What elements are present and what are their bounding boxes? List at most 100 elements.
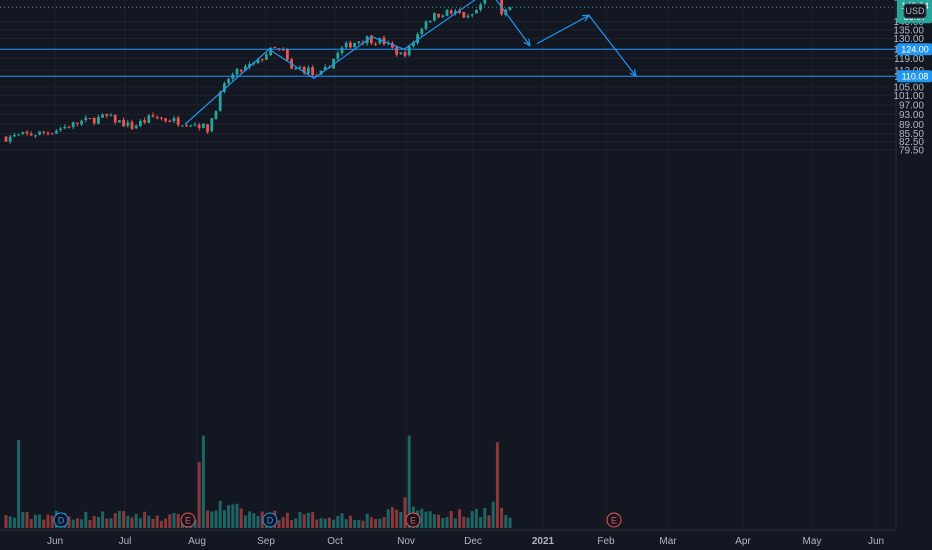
event-marker-label: E [611, 516, 617, 526]
candle-body [323, 66, 327, 71]
volume-bar [462, 516, 466, 528]
candle-body [109, 114, 113, 116]
volume-bar [466, 517, 470, 528]
candle-body [181, 125, 184, 127]
volume-bar [432, 514, 436, 528]
candle-body [17, 134, 20, 136]
volume-bar [126, 515, 130, 528]
candle-body [189, 125, 193, 127]
candle-body [399, 52, 403, 55]
level-tag[interactable] [897, 70, 932, 83]
candle-body [113, 114, 117, 123]
volume-bar [424, 511, 428, 528]
candle-body [412, 42, 415, 47]
candle-body [227, 79, 230, 84]
volume-bar [445, 517, 449, 528]
volume-bar [428, 511, 432, 528]
time-axis-bg [0, 530, 932, 550]
volume-bar [311, 511, 315, 528]
x-tick-label: 2021 [532, 536, 555, 547]
volume-bar [130, 517, 134, 528]
volume-bar [495, 442, 499, 528]
candle-body [97, 117, 100, 124]
volume-bar [378, 518, 382, 528]
candle-body [357, 41, 361, 44]
candle-body [105, 113, 109, 116]
candle-body [294, 68, 298, 70]
candle-body [349, 42, 352, 48]
volume-bar [403, 497, 407, 528]
y-tick-label: 85.50 [899, 129, 924, 140]
candle-body [445, 9, 449, 16]
dividend-marker[interactable]: D [53, 512, 69, 528]
earnings-icon [606, 512, 622, 528]
volume-bar [42, 519, 46, 528]
volume-bar [17, 440, 21, 528]
x-tick-label: May [803, 536, 822, 547]
candle-body [185, 125, 188, 127]
earnings-marker[interactable]: E [405, 512, 421, 528]
volume-bar [151, 518, 155, 528]
volume-bar [12, 517, 16, 528]
candle-body [416, 34, 419, 43]
volume-bar [38, 514, 42, 528]
volume-bar [164, 518, 168, 528]
candle-body [176, 117, 180, 126]
candle-body [433, 13, 436, 21]
volume-bar [105, 518, 109, 528]
volume-bar [88, 520, 92, 528]
volume-bar [4, 514, 8, 528]
volume-bar [231, 504, 235, 528]
candle-body [466, 15, 470, 18]
y-tick-label: 130.00 [893, 34, 924, 45]
projection-drawing[interactable] [184, 0, 637, 125]
currency-button[interactable]: USD [903, 3, 927, 19]
candle-body [172, 118, 176, 122]
volume-bar [243, 515, 247, 528]
projection-path-forecast[interactable] [536, 14, 637, 77]
candle-body [407, 46, 411, 56]
x-tick-label: Jul [119, 536, 132, 547]
x-tick-label: Feb [597, 536, 615, 547]
volume-bar [117, 510, 121, 528]
dividend-marker[interactable]: D [262, 512, 278, 528]
volume-bar [248, 511, 252, 528]
earnings-marker[interactable]: E [606, 512, 622, 528]
x-tick-label: Oct [327, 536, 343, 547]
candle-body [424, 21, 428, 29]
price-axis-bg [896, 0, 932, 530]
earnings-marker[interactable]: E [180, 512, 196, 528]
candle-body [202, 123, 205, 128]
candle-body [193, 124, 197, 126]
volume-bar [84, 511, 88, 528]
level-tag[interactable] [897, 43, 932, 56]
candle-body [353, 42, 356, 48]
y-tick-label: 105.00 [893, 82, 924, 93]
volume-bar [285, 512, 289, 528]
volume-bar [101, 511, 105, 528]
candle-body [340, 47, 344, 54]
grid [0, 0, 896, 530]
volume-bar [252, 513, 256, 528]
time-axis[interactable]: Jun Jul Aug Sep Oct Nov Dec 2021 Feb Mar Apr May Jun [0, 529, 932, 550]
volume-bar [348, 515, 352, 528]
candle-body [164, 118, 167, 121]
candle-body [34, 135, 37, 137]
volume-bar [138, 518, 142, 528]
candle-body [218, 92, 222, 111]
price-axis[interactable]: 79.5082.5085.5089.0093.0097.00101.00105.… [893, 0, 932, 530]
volume-bar [332, 519, 336, 528]
candle-body [50, 133, 54, 135]
horizontal-levels[interactable] [0, 6, 896, 77]
volume-bar [386, 509, 390, 528]
volume-bar [50, 515, 54, 528]
volume-bar [46, 514, 50, 528]
volume-bar [29, 519, 33, 528]
candle-body [370, 35, 373, 44]
volume-bar [504, 515, 508, 528]
volume-bar [210, 511, 214, 528]
candle-body [483, 0, 487, 4]
projection-path[interactable] [184, 0, 531, 125]
